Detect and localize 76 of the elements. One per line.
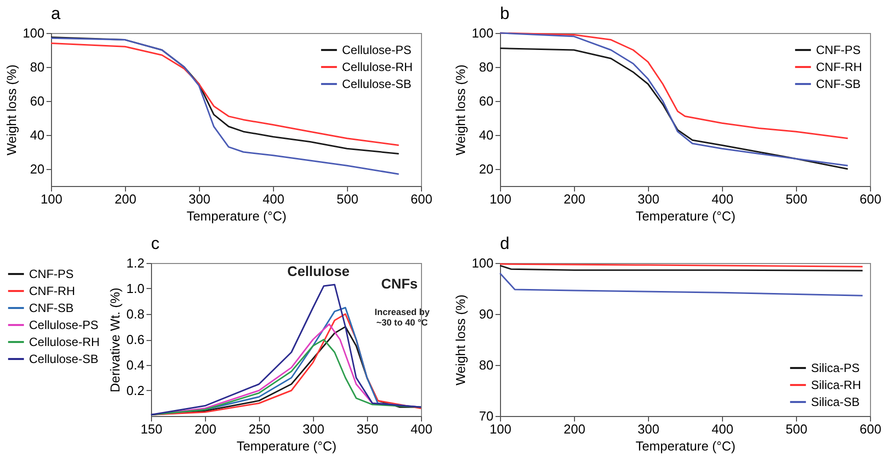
x-tick-label: 200 bbox=[194, 422, 216, 436]
y-tick-label: 100 bbox=[472, 26, 494, 40]
x-tick-label: 200 bbox=[564, 192, 586, 206]
x-tick-label: 200 bbox=[564, 422, 586, 436]
legend-label: Silica-PS bbox=[811, 361, 860, 375]
y-tick-label: 80 bbox=[479, 60, 494, 74]
chart-title: d bbox=[500, 234, 510, 253]
x-tick-label: 400 bbox=[712, 192, 734, 206]
chart-title: c bbox=[151, 234, 160, 253]
x-axis-title: Temperature (°C) bbox=[636, 208, 736, 224]
x-axis-title: Temperature (°C) bbox=[186, 208, 286, 224]
legend-label: Cellulose-RH bbox=[29, 335, 100, 349]
x-tick-label: 300 bbox=[638, 192, 660, 206]
legend-label: Silica-SB bbox=[811, 395, 860, 409]
x-tick-label: 500 bbox=[786, 422, 808, 436]
legend-label: CNF-SB bbox=[29, 301, 74, 315]
y-axis-title: Weight loss (%) bbox=[452, 294, 468, 386]
y-tick-label: 100 bbox=[22, 26, 44, 40]
x-tick-label: 400 bbox=[262, 192, 284, 206]
y-tick-label: 80 bbox=[30, 60, 44, 74]
y-tick-label: 90 bbox=[479, 306, 494, 322]
y-tick-label: 0.8 bbox=[126, 306, 144, 322]
y-tick-label: 40 bbox=[479, 128, 494, 142]
x-tick-label: 200 bbox=[114, 192, 136, 206]
annotation: Cellulose bbox=[287, 263, 350, 280]
x-tick-label: 100 bbox=[40, 192, 62, 206]
y-tick-label: 20 bbox=[479, 162, 494, 176]
y-tick-label: 80 bbox=[479, 358, 494, 372]
y-tick-label: 0.2 bbox=[126, 383, 144, 398]
legend-label: CNF-RH bbox=[29, 284, 75, 298]
legend-label: CNF-PS bbox=[29, 267, 74, 281]
legend-label: Silica-RH bbox=[811, 378, 862, 392]
legend-label: Cellulose-PS bbox=[342, 43, 412, 57]
legend-label: CNF-SB bbox=[816, 77, 861, 91]
x-tick-label: 350 bbox=[356, 422, 378, 436]
x-tick-label: 100 bbox=[490, 422, 512, 436]
x-tick-label: 500 bbox=[786, 192, 808, 206]
y-tick-label: 20 bbox=[30, 162, 44, 176]
x-axis-title: Temperature (°C) bbox=[636, 438, 736, 454]
x-tick-label: 600 bbox=[410, 192, 432, 206]
x-tick-label: 400 bbox=[712, 422, 734, 436]
x-tick-label: 600 bbox=[860, 422, 882, 436]
y-tick-label: 60 bbox=[479, 94, 494, 108]
y-tick-label: 0.4 bbox=[126, 358, 144, 372]
y-axis-title: Weight loss (%) bbox=[452, 64, 468, 156]
x-axis-title: Temperature (°C) bbox=[236, 438, 336, 454]
legend-label: CNF-RH bbox=[816, 60, 862, 74]
x-tick-label: 300 bbox=[188, 192, 210, 206]
legend-label: Cellulose-PS bbox=[29, 318, 98, 332]
y-tick-label: 70 bbox=[479, 408, 494, 424]
y-tick-label: 100 bbox=[472, 256, 494, 270]
x-tick-label: 400 bbox=[410, 422, 432, 436]
x-tick-label: 300 bbox=[302, 422, 324, 436]
y-tick-label: 0.6 bbox=[126, 332, 144, 347]
y-axis-title: Weight loss (%) bbox=[4, 64, 19, 156]
x-tick-label: 600 bbox=[860, 192, 882, 206]
annotation: ~30 to 40 °C bbox=[376, 318, 428, 328]
legend-label: Cellulose-SB bbox=[342, 77, 412, 91]
y-tick-label: 60 bbox=[30, 94, 44, 108]
x-tick-label: 500 bbox=[336, 192, 358, 206]
annotation: CNFs bbox=[381, 275, 418, 292]
y-axis-title: Derivative Wt. (%) bbox=[107, 288, 122, 392]
x-tick-label: 150 bbox=[140, 422, 162, 436]
legend-label: Cellulose-RH bbox=[342, 60, 413, 74]
y-tick-label: 1.0 bbox=[126, 281, 144, 296]
annotation: Increased by bbox=[374, 306, 430, 317]
y-tick-label: 40 bbox=[30, 128, 44, 142]
y-tick-label: 1.2 bbox=[126, 256, 144, 270]
legend-label: CNF-PS bbox=[816, 43, 861, 57]
chart-title: a bbox=[51, 4, 61, 23]
legend-label: Cellulose-SB bbox=[29, 352, 98, 366]
x-tick-label: 300 bbox=[638, 422, 660, 436]
chart-title: b bbox=[500, 4, 510, 23]
x-tick-label: 250 bbox=[248, 422, 270, 436]
line-series bbox=[499, 272, 864, 296]
x-tick-label: 100 bbox=[490, 192, 512, 206]
